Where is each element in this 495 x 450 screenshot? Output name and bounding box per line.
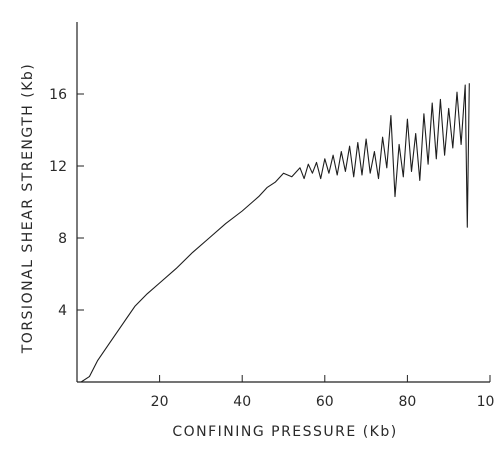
x-tick-label: 60 [316, 394, 334, 410]
x-tick-label: 80 [398, 394, 416, 410]
y-tick-label: 4 [58, 303, 67, 319]
y-ticks: 4 8 12 16 [49, 87, 84, 319]
x-tick-label: 20 [151, 394, 169, 410]
x-tick-label: 100 [477, 394, 495, 410]
x-tick-label: 40 [233, 394, 251, 410]
y-tick-label: 12 [49, 159, 67, 175]
series-layer [80, 83, 470, 383]
x-ticks: 20 40 60 80 100 [151, 375, 495, 410]
axes [76, 22, 490, 383]
y-tick-label: 16 [49, 87, 67, 103]
y-axis-label: TORSIONAL SHEAR STRENGTH (Kb) [20, 63, 36, 355]
x-axis-label: CONFINING PRESSURE (Kb) [172, 424, 397, 440]
y-tick-label: 8 [58, 231, 67, 247]
series-line [80, 83, 470, 383]
